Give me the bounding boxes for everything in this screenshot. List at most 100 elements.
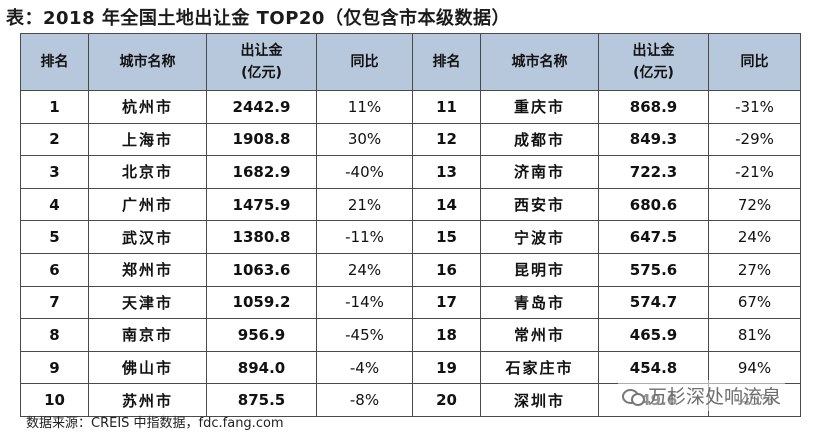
amount-cell: 894.0 — [206, 350, 317, 385]
yoy-cell: -14% — [316, 285, 413, 320]
yoy-cell: 30% — [316, 122, 413, 157]
city-cell: 苏州市 — [88, 383, 207, 417]
amount-cell: 1908.8 — [206, 122, 317, 157]
header-amount: 出让金 (亿元) — [598, 33, 709, 91]
rank-cell: 14 — [412, 187, 481, 222]
amount-cell: 1682.9 — [206, 155, 317, 189]
city-cell: 南京市 — [88, 318, 207, 352]
rank-cell: 16 — [412, 252, 481, 287]
city-cell: 深圳市 — [480, 383, 599, 417]
rank-cell: 8 — [20, 318, 89, 352]
city-cell: 杭州市 — [88, 90, 207, 124]
rank-cell: 19 — [412, 350, 481, 385]
amount-cell: 574.7 — [598, 285, 709, 320]
watermark-text: 万杉深处响流泉 — [648, 386, 782, 408]
city-cell: 重庆市 — [480, 90, 599, 124]
yoy-cell: -21% — [708, 155, 801, 189]
city-cell: 武汉市 — [88, 220, 207, 254]
table-row: 6 郑州市 1063.6 24% 16 昆明市 575.6 27% — [20, 252, 801, 287]
yoy-cell: -40% — [316, 155, 413, 189]
amount-cell: 575.6 — [598, 252, 709, 287]
amount-cell: 2442.9 — [206, 90, 317, 124]
yoy-cell: 24% — [316, 252, 413, 287]
rank-cell: 12 — [412, 122, 481, 157]
city-cell: 西安市 — [480, 187, 599, 222]
yoy-cell: -11% — [316, 220, 413, 254]
amount-cell: 722.3 — [598, 155, 709, 189]
amount-cell: 849.3 — [598, 122, 709, 157]
yoy-cell: 21% — [316, 187, 413, 222]
yoy-cell: -8% — [316, 383, 413, 417]
rank-cell: 2 — [20, 122, 89, 157]
yoy-cell: 24% — [708, 220, 801, 254]
table-row: 2 上海市 1908.8 30% 12 成都市 849.3 -29% — [20, 122, 801, 157]
city-cell: 石家庄市 — [480, 350, 599, 385]
header-amount-unit: (亿元) — [241, 65, 282, 81]
watermark: 万杉深处响流泉 — [618, 380, 786, 411]
header-rank: 排名 — [412, 33, 481, 91]
amount-cell: 1059.2 — [206, 285, 317, 320]
rank-cell: 20 — [412, 383, 481, 417]
header-amount-label: 出让金 — [632, 43, 675, 59]
city-cell: 广州市 — [88, 187, 207, 222]
table-title: 表：2018 年全国土地出让金 TOP20（仅包含市本级数据） — [6, 8, 510, 29]
wechat-icon — [622, 387, 645, 406]
city-cell: 成都市 — [480, 122, 599, 157]
city-cell: 上海市 — [88, 122, 207, 157]
amount-cell: 1380.8 — [206, 220, 317, 254]
amount-cell: 680.6 — [598, 187, 709, 222]
header-row: 排名 城市名称 出让金 (亿元) 同比 排名 城市名称 出让金 (亿元) 同比 — [20, 33, 801, 91]
yoy-cell: 94% — [708, 350, 801, 385]
amount-cell: 454.8 — [598, 350, 709, 385]
city-cell: 济南市 — [480, 155, 599, 189]
city-cell: 北京市 — [88, 155, 207, 189]
header-amount-unit: (亿元) — [633, 65, 674, 81]
yoy-cell: -4% — [316, 350, 413, 385]
header-yoy: 同比 — [708, 33, 801, 91]
amount-cell: 465.9 — [598, 318, 709, 352]
rank-cell: 6 — [20, 252, 89, 287]
header-yoy: 同比 — [316, 33, 413, 91]
yoy-cell: 27% — [708, 252, 801, 287]
rank-cell: 7 — [20, 285, 89, 320]
amount-cell: 868.9 — [598, 90, 709, 124]
rank-cell: 15 — [412, 220, 481, 254]
table-row: 8 南京市 956.9 -45% 18 常州市 465.9 81% — [20, 318, 801, 352]
city-cell: 宁波市 — [480, 220, 599, 254]
rank-cell: 18 — [412, 318, 481, 352]
yoy-cell: -45% — [316, 318, 413, 352]
rank-cell: 13 — [412, 155, 481, 189]
table-row: 5 武汉市 1380.8 -11% 15 宁波市 647.5 24% — [20, 220, 801, 254]
yoy-cell: -29% — [708, 122, 801, 157]
rank-cell: 17 — [412, 285, 481, 320]
rank-cell: 10 — [20, 383, 89, 417]
city-cell: 天津市 — [88, 285, 207, 320]
amount-cell: 1475.9 — [206, 187, 317, 222]
header-amount-label: 出让金 — [240, 43, 283, 59]
header-city: 城市名称 — [88, 33, 207, 91]
amount-cell: 956.9 — [206, 318, 317, 352]
city-cell: 昆明市 — [480, 252, 599, 287]
table-row: 7 天津市 1059.2 -14% 17 青岛市 574.7 67% — [20, 285, 801, 320]
rank-cell: 4 — [20, 187, 89, 222]
rank-cell: 1 — [20, 90, 89, 124]
header-amount: 出让金 (亿元) — [206, 33, 317, 91]
yoy-cell: 67% — [708, 285, 801, 320]
header-rank: 排名 — [20, 33, 89, 91]
yoy-cell: 72% — [708, 187, 801, 222]
city-cell: 郑州市 — [88, 252, 207, 287]
city-cell: 青岛市 — [480, 285, 599, 320]
city-cell: 常州市 — [480, 318, 599, 352]
rank-cell: 11 — [412, 90, 481, 124]
rank-cell: 3 — [20, 155, 89, 189]
rank-cell: 9 — [20, 350, 89, 385]
table-row: 4 广州市 1475.9 21% 14 西安市 680.6 72% — [20, 187, 801, 222]
table-row: 9 佛山市 894.0 -4% 19 石家庄市 454.8 94% — [20, 350, 801, 385]
header-city: 城市名称 — [480, 33, 599, 91]
city-cell: 佛山市 — [88, 350, 207, 385]
data-source-note: 数据来源：CREIS 中指数据，fdc.fang.com — [26, 416, 284, 431]
amount-cell: 1063.6 — [206, 252, 317, 287]
amount-cell: 647.5 — [598, 220, 709, 254]
table-row: 1 杭州市 2442.9 11% 11 重庆市 868.9 -31% — [20, 90, 801, 124]
